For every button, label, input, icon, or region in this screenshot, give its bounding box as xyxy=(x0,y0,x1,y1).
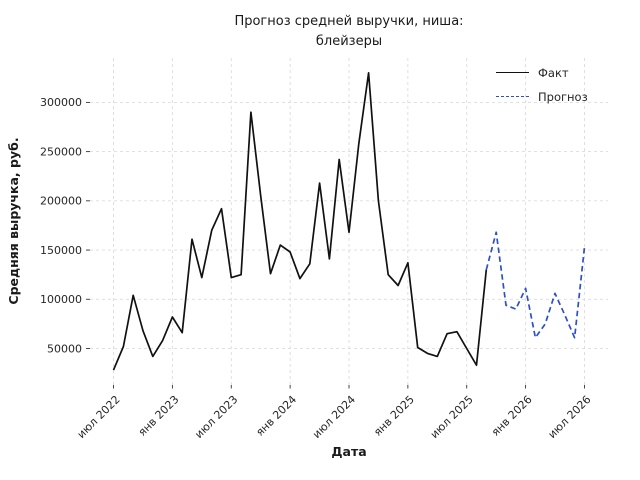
x-tick-label: июл 2025 xyxy=(428,393,476,441)
legend: Факт Прогноз xyxy=(496,64,588,105)
x-tick-label: янв 2026 xyxy=(489,393,535,439)
y-tick-label: 150000 xyxy=(40,244,82,257)
legend-item-fact: Факт xyxy=(496,64,588,81)
chart-title: Прогноз средней выручки, ниша: блейзеры xyxy=(90,12,608,52)
x-axis-label: Дата xyxy=(331,444,367,459)
legend-item-forecast: Прогноз xyxy=(496,88,588,105)
x-tick-label: июл 2024 xyxy=(310,393,358,441)
forecast-line-swatch xyxy=(496,96,529,97)
legend-label-fact: Факт xyxy=(538,65,569,80)
x-tick-label: июл 2022 xyxy=(75,393,123,441)
x-tick-label: июл 2026 xyxy=(546,393,594,441)
fact-line xyxy=(112,72,488,371)
x-tick-label: июл 2023 xyxy=(192,393,240,441)
chart-title-line1: Прогноз средней выручки, ниша: xyxy=(234,14,464,29)
forecast-line xyxy=(485,231,586,339)
y-tick-label: 200000 xyxy=(40,195,82,208)
x-tick-label: янв 2024 xyxy=(253,393,299,439)
y-tick-label: 100000 xyxy=(40,293,82,306)
chart-title-line2: блейзеры xyxy=(315,34,383,49)
y-tick-label: 50000 xyxy=(47,342,82,355)
x-tick-label: янв 2023 xyxy=(136,393,182,439)
fact-line-swatch xyxy=(496,72,529,73)
y-tick-label: 300000 xyxy=(40,96,82,109)
x-tick-label: янв 2025 xyxy=(371,393,417,439)
legend-label-forecast: Прогноз xyxy=(538,89,588,104)
y-tick-label: 250000 xyxy=(40,145,82,158)
